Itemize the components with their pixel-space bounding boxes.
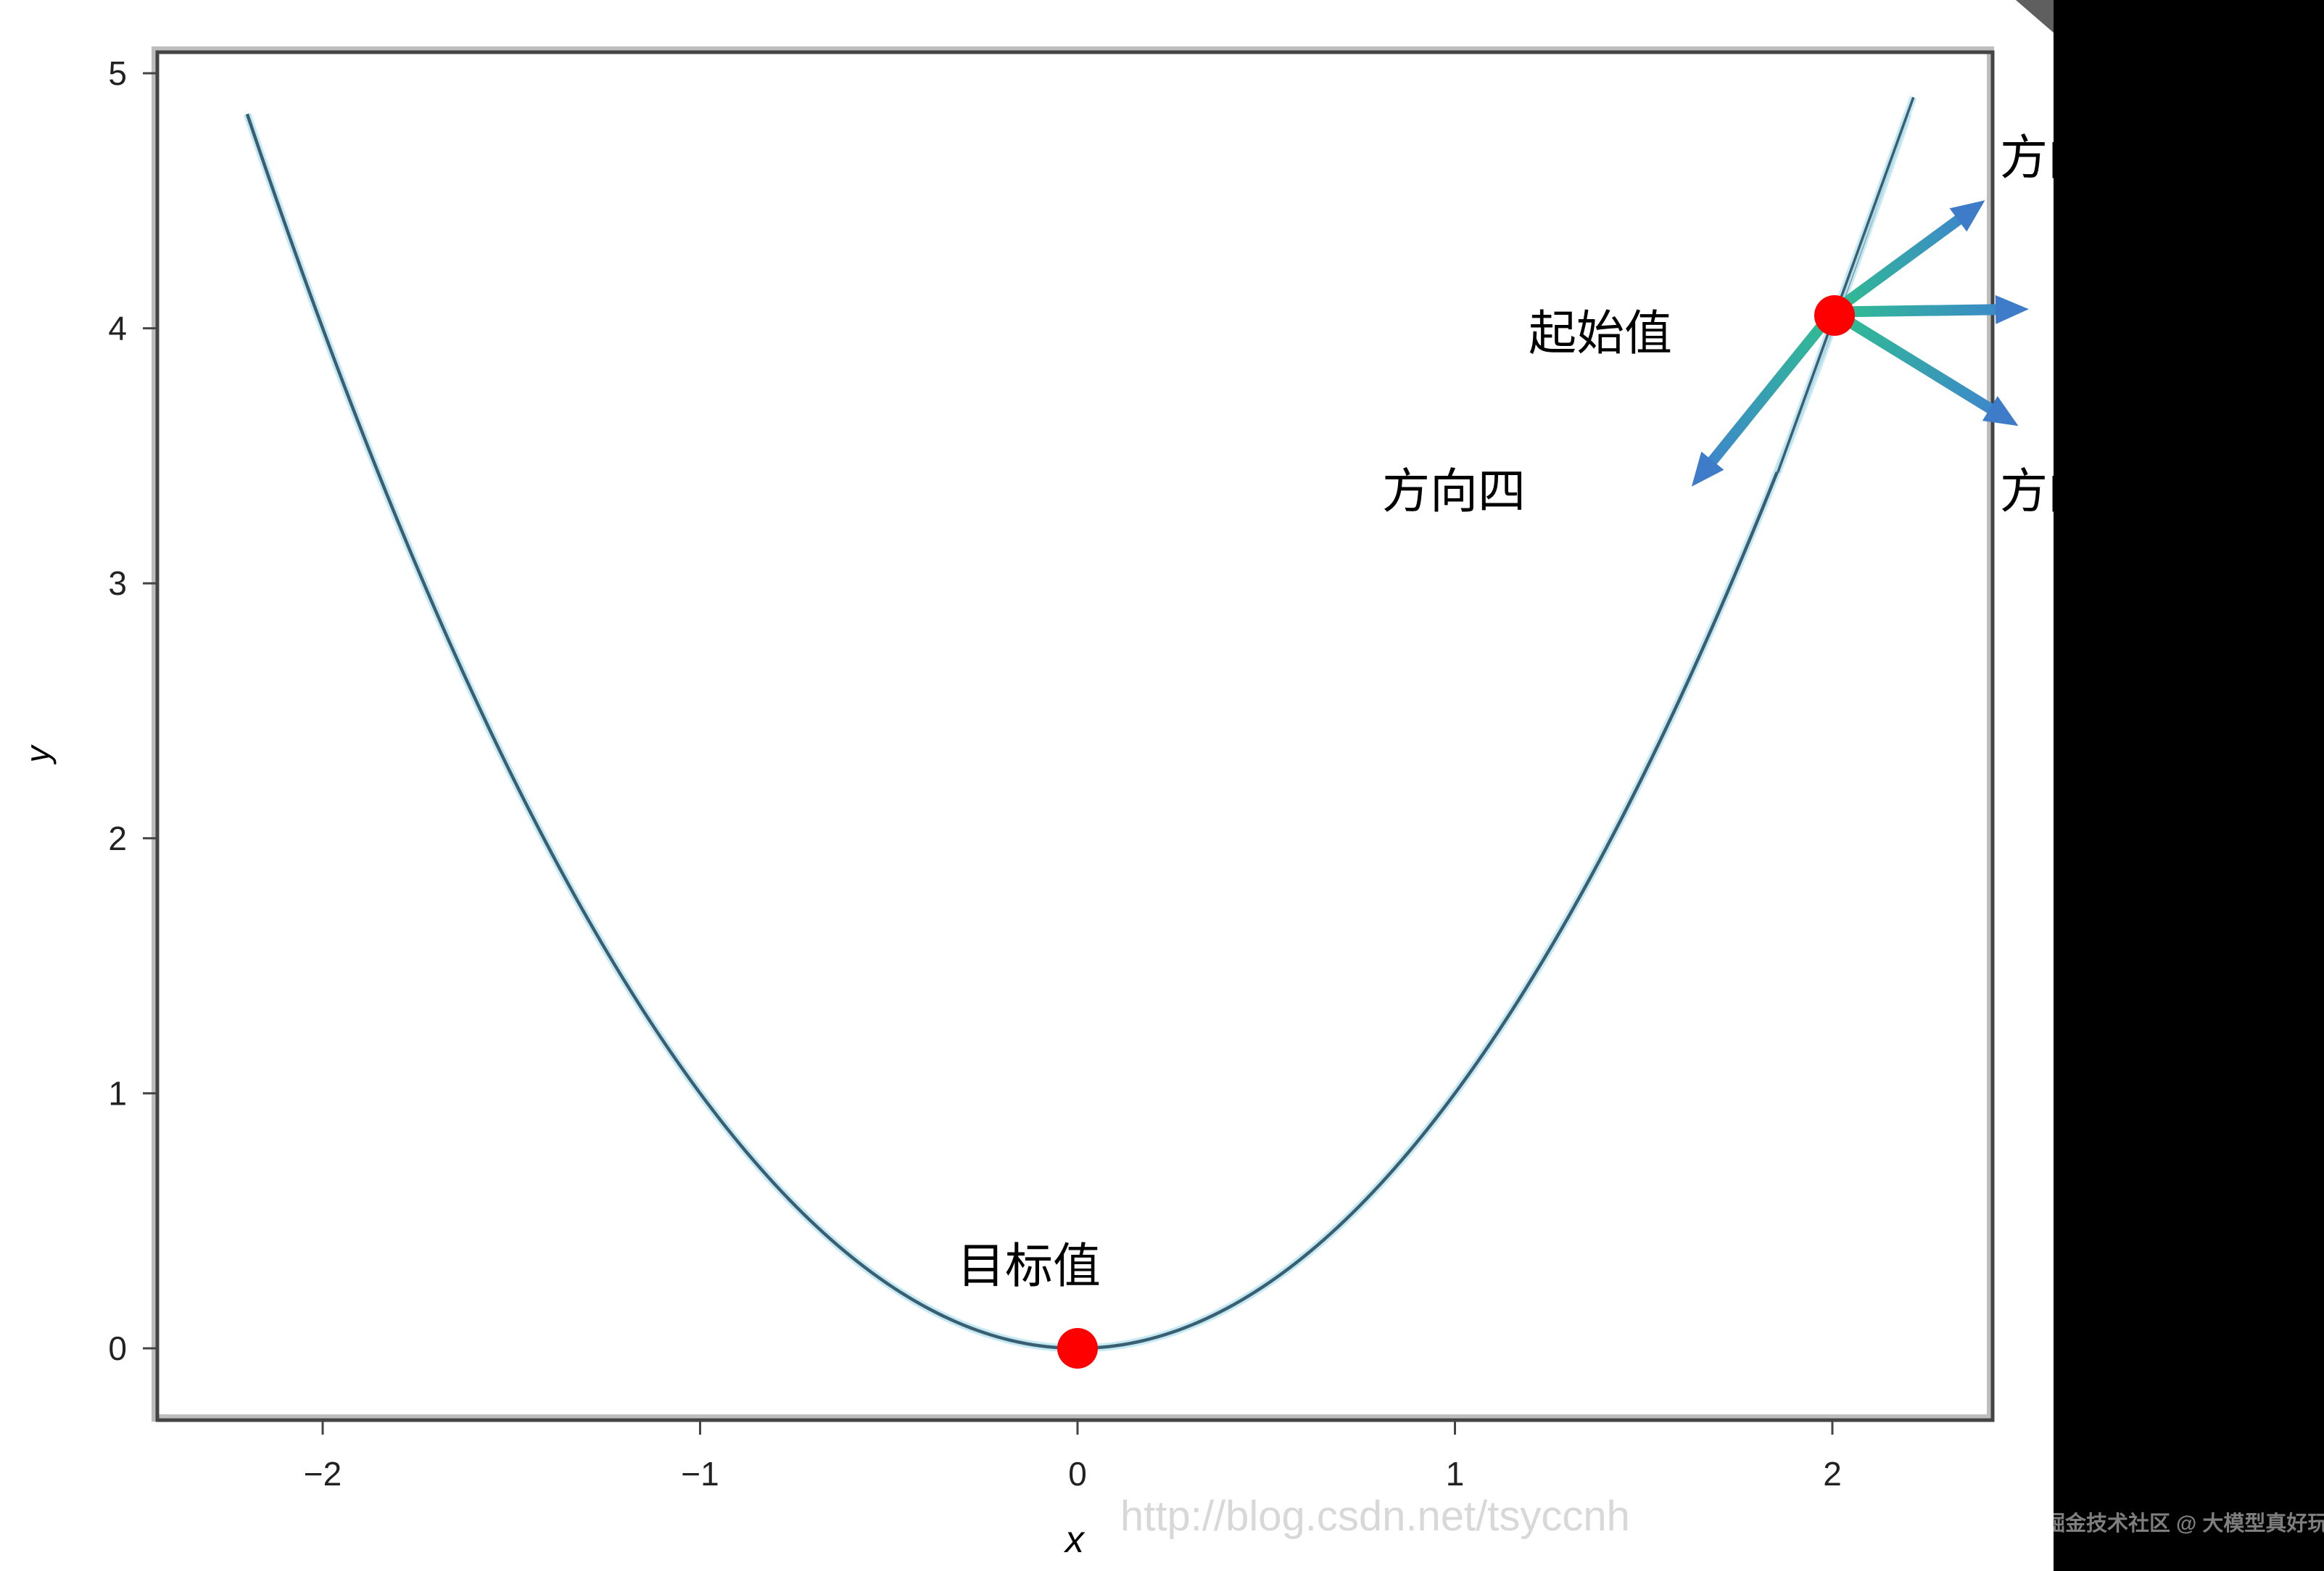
svg-text:方向四: 方向四 xyxy=(1382,464,1526,518)
svg-text:方向一: 方向一 xyxy=(2000,131,2143,184)
svg-text:4: 4 xyxy=(108,310,127,347)
svg-text:3: 3 xyxy=(108,564,127,602)
svg-text:起始值: 起始值 xyxy=(1529,306,1672,360)
svg-text:5: 5 xyxy=(108,54,127,92)
svg-text:http://blog.csdn.net/tsyccnh: http://blog.csdn.net/tsyccnh xyxy=(1120,1493,1630,1540)
svg-text:2: 2 xyxy=(108,820,127,857)
svg-text:2: 2 xyxy=(1823,1455,1842,1493)
svg-text:x: x xyxy=(1063,1519,1086,1561)
svg-text:0: 0 xyxy=(1068,1455,1087,1493)
svg-text:方向二: 方向二 xyxy=(2088,306,2232,360)
svg-text:−2: −2 xyxy=(304,1455,342,1493)
svg-text:目标值: 目标值 xyxy=(957,1239,1101,1292)
svg-text:−1: −1 xyxy=(681,1455,719,1493)
svg-text:y: y xyxy=(19,744,57,765)
svg-text:1: 1 xyxy=(1446,1455,1465,1493)
svg-text:0: 0 xyxy=(108,1329,127,1367)
svg-text:1: 1 xyxy=(108,1074,127,1112)
svg-text:方向三: 方向三 xyxy=(2000,464,2143,518)
